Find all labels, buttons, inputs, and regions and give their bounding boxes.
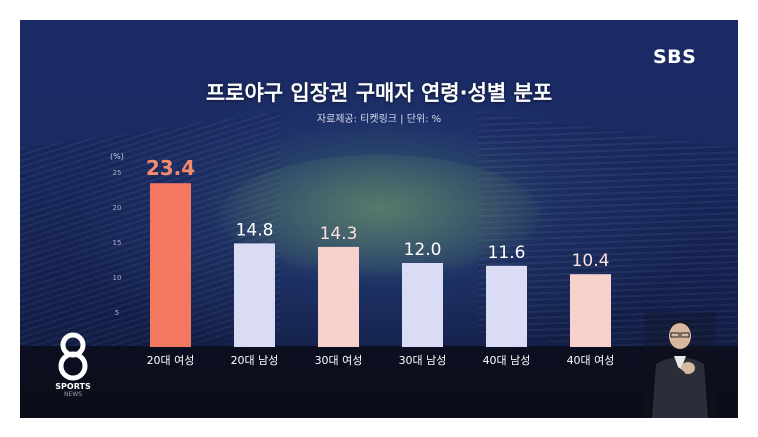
bar-3 xyxy=(318,246,359,347)
y-tick-label: 20 xyxy=(113,204,122,212)
y-tick-label: 15 xyxy=(113,239,122,247)
bar-4 xyxy=(402,263,443,347)
bar-2 xyxy=(234,243,275,347)
data-label-4: 12.0 xyxy=(404,240,442,260)
program-logo-subtext: NEWS xyxy=(63,391,83,398)
bar-chart: (%) 5 10 15 20 25 23.4 20대 여성 14.8 20대 남성 14.3 30대 … xyxy=(110,152,615,367)
x-tick-label-3: 30대 여성 xyxy=(315,354,363,367)
broadcaster-logo: SBS xyxy=(653,46,697,68)
broadcast-frame: SBS 프로야구 입장권 구매자 연령·성별 분포 자료제공: 티켓링크 | 단… xyxy=(20,20,738,418)
x-tick-label-2: 20대 남성 xyxy=(231,354,279,367)
chart-title: 프로야구 입장권 구매자 연령·성별 분포 xyxy=(205,81,553,105)
x-tick-label-1: 20대 여성 xyxy=(147,354,195,367)
program-logo-text: SPORTS xyxy=(55,382,91,391)
y-tick-label: 5 xyxy=(115,309,119,317)
y-tick-label: 25 xyxy=(113,169,122,177)
chart-subtitle: 자료제공: 티켓링크 | 단위: % xyxy=(316,114,442,125)
bar-5 xyxy=(486,265,527,347)
bar-6 xyxy=(570,274,611,347)
y-axis-unit-label: (%) xyxy=(110,152,124,161)
sports-8-logo-icon xyxy=(58,332,88,381)
caption-band xyxy=(20,346,738,418)
bar-1 xyxy=(150,183,191,347)
x-tick-label-4: 30대 남성 xyxy=(399,354,447,367)
data-label-6: 10.4 xyxy=(572,251,610,271)
data-label-1: 23.4 xyxy=(146,156,195,180)
data-label-2: 14.8 xyxy=(236,220,274,240)
sign-language-interpreter-icon xyxy=(644,312,716,418)
data-label-3: 14.3 xyxy=(320,224,358,244)
y-tick-label: 10 xyxy=(113,274,122,282)
x-tick-label-5: 40대 남성 xyxy=(483,354,531,367)
x-tick-label-6: 40대 여성 xyxy=(567,354,615,367)
data-label-5: 11.6 xyxy=(488,243,526,263)
